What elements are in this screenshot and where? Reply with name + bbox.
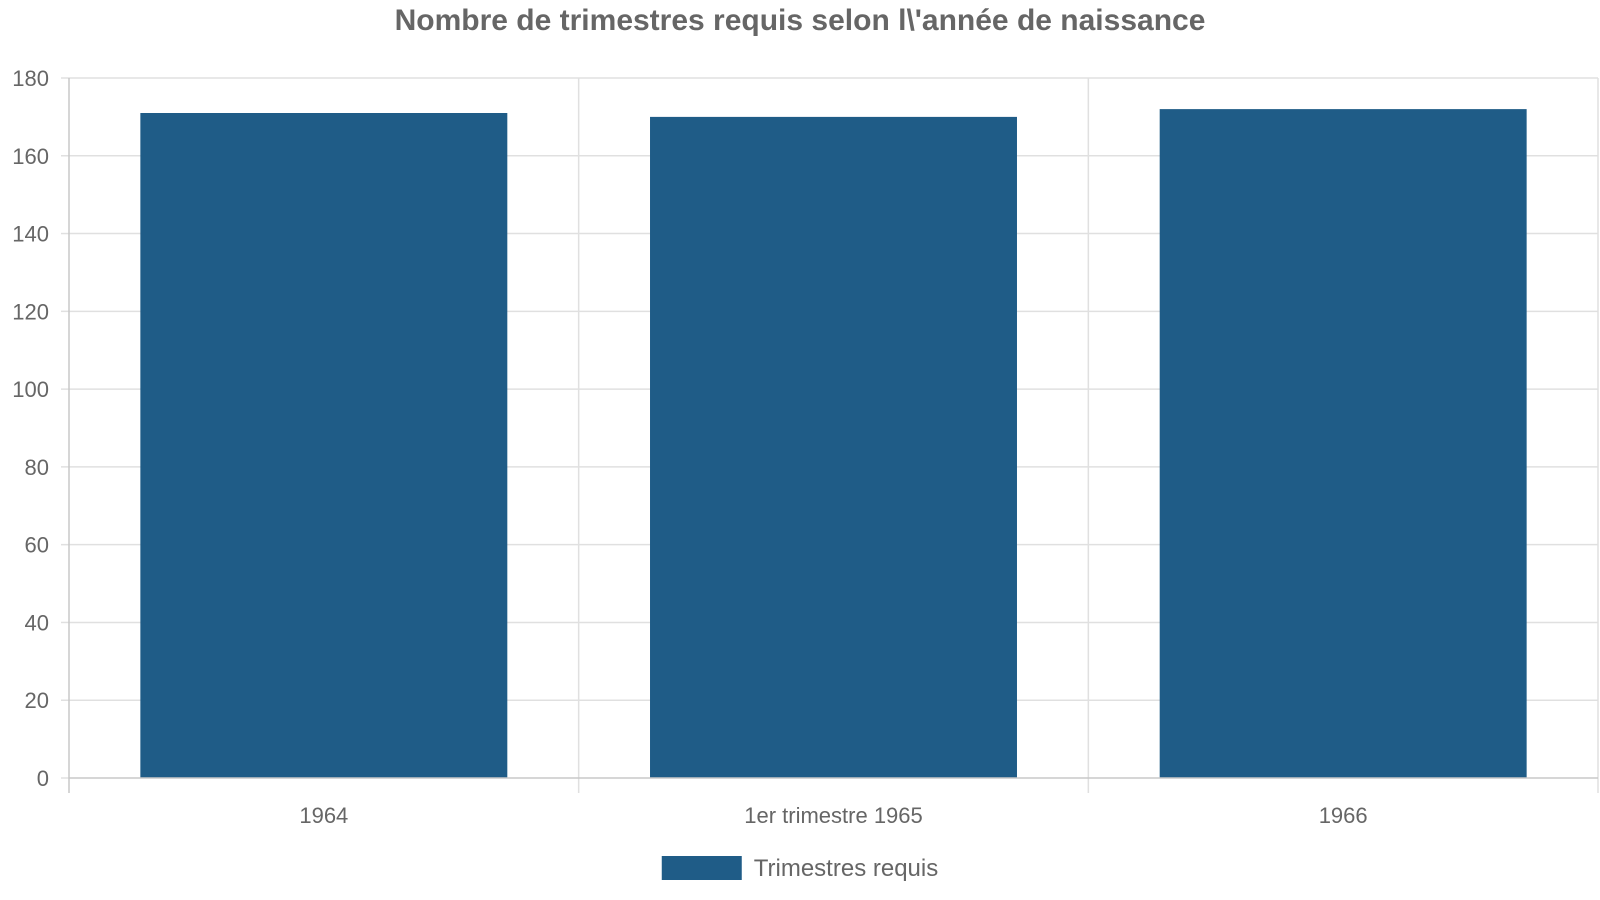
y-tick-label: 20 — [25, 688, 49, 713]
x-tick-label: 1966 — [1319, 803, 1368, 828]
bar-3 — [1159, 109, 1527, 779]
y-tick-label: 60 — [25, 533, 49, 558]
legend-label: Trimestres requis — [754, 855, 938, 882]
chart-title: Nombre de trimestres requis selon l\'ann… — [395, 4, 1206, 37]
x-tick-label: 1er trimestre 1965 — [744, 803, 923, 828]
legend-swatch — [661, 856, 742, 880]
bars — [140, 109, 1527, 779]
legend: Trimestres requis — [661, 855, 938, 882]
axes: 0 20 40 60 80 100 120 140 160 180 1964 1er trimestr… — [12, 66, 1598, 828]
y-tick-label: 140 — [12, 222, 49, 247]
y-tick-label: 160 — [12, 144, 49, 169]
y-tick-label: 180 — [12, 66, 49, 91]
y-tick-label: 120 — [12, 299, 49, 324]
y-tick-label: 80 — [25, 455, 49, 480]
x-tick-label: 1964 — [299, 803, 348, 828]
bar-2 — [650, 116, 1017, 778]
y-tick-label: 100 — [12, 377, 49, 402]
y-tick-label: 40 — [25, 610, 49, 635]
y-tick-label: 0 — [37, 766, 49, 791]
bar-1 — [140, 113, 508, 778]
